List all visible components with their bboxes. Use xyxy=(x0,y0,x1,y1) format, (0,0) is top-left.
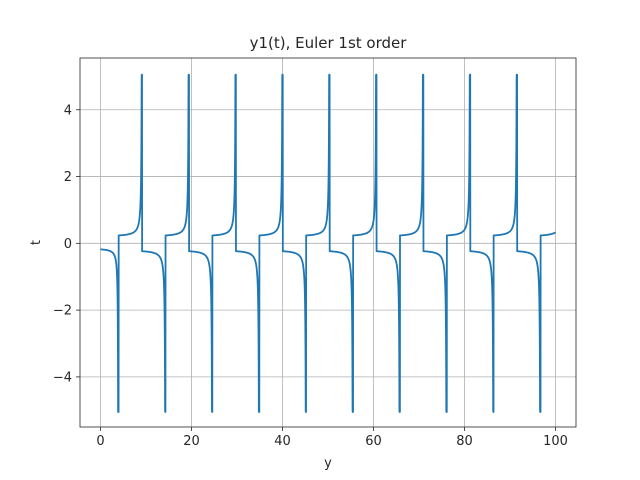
y-tick-label: −4 xyxy=(53,370,72,385)
y-tick-label: 2 xyxy=(64,170,72,185)
y-tick-label: 4 xyxy=(64,103,72,118)
series-lines xyxy=(99,73,557,413)
x-axis-label: y xyxy=(324,456,332,471)
x-tick-label: 60 xyxy=(365,434,382,449)
plot-frame xyxy=(79,57,577,428)
y-tick-label: 0 xyxy=(64,237,72,252)
x-tick-label: 20 xyxy=(183,434,200,449)
y-tick-label: −2 xyxy=(53,304,72,319)
y-axis-label: t xyxy=(29,240,44,245)
ticks: 0 20 40 60 80 100 −4 −2 0 2 4 xyxy=(53,103,568,449)
x-tick-label: 80 xyxy=(456,434,473,449)
x-tick-label: 100 xyxy=(543,434,568,449)
chart-title: y1(t), Euler 1st order xyxy=(250,34,408,52)
x-tick-label: 0 xyxy=(96,434,104,449)
series-line xyxy=(99,73,557,413)
x-tick-label: 40 xyxy=(274,434,291,449)
